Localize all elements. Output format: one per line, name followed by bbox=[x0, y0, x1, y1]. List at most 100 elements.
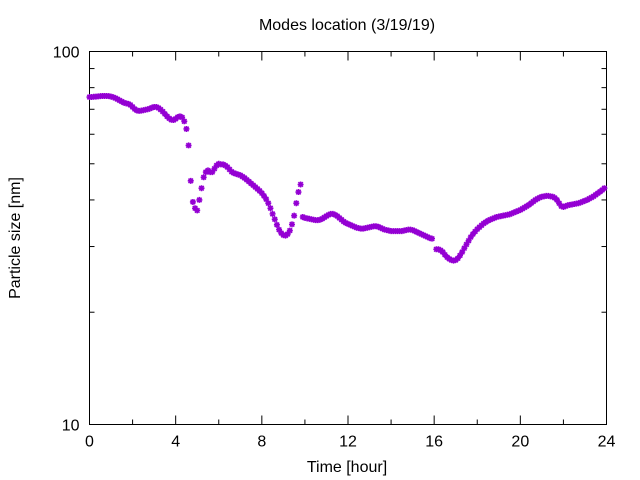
data-point bbox=[260, 192, 267, 199]
data-point bbox=[510, 209, 517, 216]
data-point bbox=[351, 223, 358, 230]
data-point bbox=[491, 214, 498, 221]
data-point bbox=[226, 166, 233, 173]
data-point bbox=[295, 189, 302, 196]
data-point bbox=[418, 231, 425, 238]
data-point bbox=[485, 217, 492, 224]
data-point bbox=[183, 125, 190, 132]
data-point bbox=[347, 221, 354, 228]
data-point bbox=[429, 235, 436, 242]
data-point bbox=[276, 226, 283, 233]
chart-title: Modes location (3/19/19) bbox=[259, 17, 435, 34]
data-point bbox=[161, 110, 168, 117]
data-point bbox=[286, 227, 293, 234]
y-tick-label: 100 bbox=[53, 45, 80, 62]
data-point bbox=[159, 108, 166, 115]
y-tick-label: 10 bbox=[62, 418, 80, 435]
data-point bbox=[575, 200, 582, 207]
data-point bbox=[457, 252, 464, 259]
data-point bbox=[196, 196, 203, 203]
data-point bbox=[185, 142, 192, 149]
data-point bbox=[420, 232, 427, 239]
data-point bbox=[316, 216, 323, 223]
data-point bbox=[265, 200, 272, 207]
data-point bbox=[459, 249, 466, 256]
data-point bbox=[375, 223, 382, 230]
data-point bbox=[179, 114, 186, 121]
x-tick-label: 4 bbox=[171, 434, 180, 451]
data-point bbox=[176, 113, 183, 120]
data-point bbox=[293, 200, 300, 207]
data-point bbox=[463, 241, 470, 248]
data-point bbox=[267, 205, 274, 212]
data-point bbox=[579, 198, 586, 205]
data-point bbox=[489, 215, 496, 222]
data-points bbox=[86, 92, 608, 264]
data-point bbox=[209, 169, 216, 176]
data-point bbox=[422, 233, 429, 240]
data-point bbox=[345, 220, 351, 227]
data-point bbox=[329, 210, 336, 217]
data-point bbox=[269, 210, 276, 217]
data-point bbox=[556, 200, 563, 207]
data-point bbox=[273, 221, 280, 228]
data-point bbox=[424, 234, 431, 241]
data-point bbox=[291, 212, 298, 219]
data-point bbox=[487, 216, 494, 223]
data-point bbox=[288, 221, 295, 228]
data-point bbox=[560, 203, 567, 210]
data-point bbox=[416, 230, 423, 237]
data-point bbox=[506, 211, 513, 218]
x-tick-label: 24 bbox=[598, 434, 616, 451]
data-point bbox=[513, 208, 520, 215]
data-point bbox=[454, 255, 461, 262]
data-point bbox=[508, 210, 515, 217]
data-point bbox=[558, 203, 565, 210]
data-point bbox=[377, 224, 384, 231]
data-point bbox=[220, 161, 227, 168]
data-point bbox=[211, 165, 218, 172]
data-point bbox=[110, 94, 117, 101]
data-point bbox=[198, 185, 205, 192]
data-point bbox=[194, 207, 201, 214]
data-point bbox=[411, 228, 418, 235]
data-point bbox=[469, 231, 476, 238]
x-tick-label: 0 bbox=[85, 434, 94, 451]
axis-tick-labels: 0 4 8 12 16 20 24 10 100 bbox=[53, 45, 616, 451]
data-point bbox=[467, 234, 474, 241]
data-point bbox=[181, 118, 188, 125]
data-point bbox=[146, 105, 153, 112]
data-point bbox=[325, 211, 332, 218]
y-axis-label: Particle size [nm] bbox=[7, 177, 24, 299]
data-point bbox=[413, 229, 420, 236]
data-point bbox=[553, 196, 560, 203]
x-tick-label: 16 bbox=[425, 434, 443, 451]
data-point bbox=[461, 245, 468, 252]
data-point bbox=[472, 228, 479, 235]
data-point bbox=[601, 185, 608, 192]
plot-frame bbox=[89, 51, 607, 425]
x-axis-label: Time [hour] bbox=[307, 459, 387, 476]
data-point bbox=[263, 196, 270, 203]
data-point bbox=[187, 177, 194, 184]
data-point bbox=[577, 199, 584, 206]
data-point bbox=[409, 227, 416, 234]
axis-ticks bbox=[89, 51, 607, 425]
data-point bbox=[271, 216, 278, 223]
data-point bbox=[299, 213, 306, 220]
data-point bbox=[189, 198, 196, 205]
data-point bbox=[200, 174, 207, 181]
data-point bbox=[342, 219, 349, 226]
x-tick-label: 20 bbox=[511, 434, 529, 451]
data-point bbox=[153, 103, 160, 110]
data-point bbox=[284, 231, 291, 238]
data-point bbox=[439, 249, 446, 256]
data-point bbox=[562, 203, 569, 210]
data-point bbox=[258, 190, 265, 197]
x-tick-label: 8 bbox=[257, 434, 266, 451]
x-tick-label: 12 bbox=[339, 434, 357, 451]
data-point bbox=[465, 237, 472, 244]
data-point bbox=[515, 207, 522, 214]
data-point bbox=[349, 222, 356, 229]
